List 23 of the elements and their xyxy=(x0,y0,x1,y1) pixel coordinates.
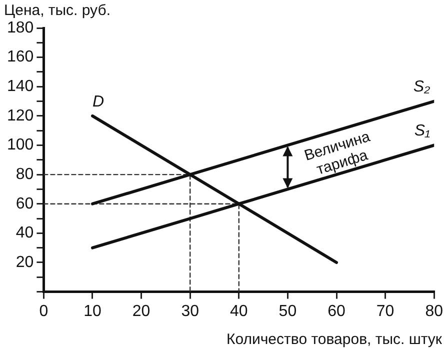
y-tick-label: 120 xyxy=(6,107,34,124)
y-tick-label: 20 xyxy=(16,254,34,271)
y-tick-label: 180 xyxy=(6,19,34,36)
y-tick-label: 60 xyxy=(16,195,34,212)
x-tick-label: 70 xyxy=(376,302,394,320)
series-label: D xyxy=(92,93,104,110)
y-axis-title: Цена, тыс. руб. xyxy=(4,2,110,19)
x-tick-label: 50 xyxy=(278,302,297,320)
x-axis-title: Количество товаров, тыс. штук xyxy=(226,331,442,348)
x-tick-label: 30 xyxy=(181,302,200,320)
x-tick-label: 40 xyxy=(230,302,248,320)
y-tick-label: 140 xyxy=(6,78,34,96)
series-label: S₂ xyxy=(413,78,430,96)
x-tick-label: 60 xyxy=(328,302,346,320)
x-tick-label: 80 xyxy=(425,302,444,320)
x-tick-label: 20 xyxy=(132,302,150,320)
x-tick-label: 10 xyxy=(84,302,102,320)
x-tick-label: 0 xyxy=(39,302,48,320)
series-label: S₁ xyxy=(414,122,430,140)
y-tick-label: 40 xyxy=(16,224,34,242)
y-tick-label: 160 xyxy=(6,48,34,66)
y-tick-label: 80 xyxy=(16,166,34,183)
y-tick-label: 100 xyxy=(6,136,34,154)
